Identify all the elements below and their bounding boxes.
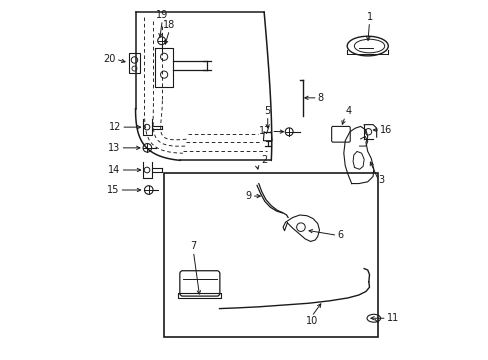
Text: 2: 2: [261, 155, 267, 165]
Text: 8: 8: [317, 93, 323, 103]
Text: 7: 7: [190, 242, 196, 251]
Text: 14: 14: [108, 165, 121, 175]
Bar: [128, 53, 140, 73]
Text: 10: 10: [305, 316, 317, 327]
Text: 19: 19: [156, 10, 168, 20]
Text: 3: 3: [378, 175, 384, 185]
Text: 20: 20: [103, 54, 116, 64]
Text: 17: 17: [258, 126, 271, 136]
Text: 1: 1: [366, 12, 372, 22]
Text: 6: 6: [337, 230, 343, 240]
Text: 11: 11: [386, 313, 398, 323]
Text: 15: 15: [107, 185, 119, 195]
Text: 13: 13: [108, 143, 121, 153]
Text: 5: 5: [264, 106, 270, 116]
Text: 12: 12: [109, 122, 121, 132]
Text: 9: 9: [245, 191, 251, 201]
Text: 4: 4: [345, 107, 351, 116]
Text: 16: 16: [380, 125, 392, 135]
Bar: [164, 173, 378, 337]
Text: 18: 18: [163, 20, 175, 30]
